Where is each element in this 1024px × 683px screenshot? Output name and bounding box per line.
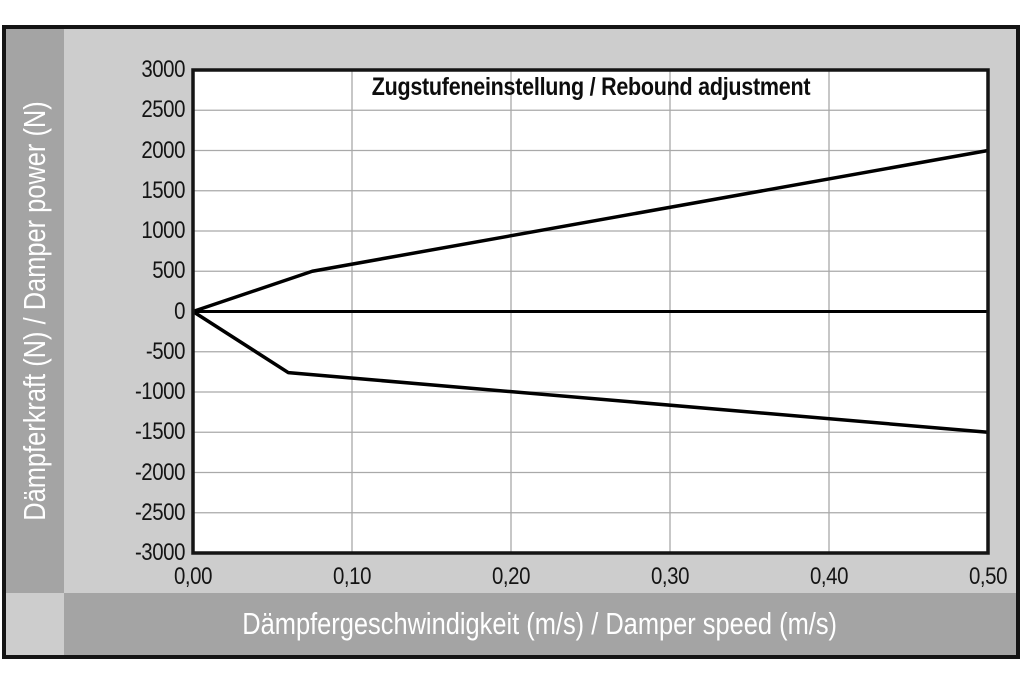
- y-tick-label: 3000: [141, 56, 185, 83]
- y-tick-label: -2000: [134, 458, 185, 486]
- y-tick-label: -1000: [134, 378, 185, 405]
- damper-force-line-chart: [191, 68, 990, 555]
- y-tick-label: 2000: [141, 136, 185, 164]
- y-tick-label: 1000: [141, 217, 185, 244]
- chart-frame-inner: Dämpferkraft (N) / Damper power (N) Dämp…: [6, 29, 1016, 655]
- x-axis-title: Dämpfergeschwindigkeit (m/s) / Damper sp…: [242, 606, 838, 641]
- rebound-compression-curve-lower: [192, 310, 989, 434]
- y-tick-label: -3000: [134, 539, 185, 566]
- y-tick-label: -500: [145, 337, 186, 365]
- y-tick-label: -1500: [134, 418, 185, 446]
- y-tick-label: 2500: [141, 96, 185, 124]
- y-axis-title-bar: Dämpferkraft (N) / Damper power (N): [6, 29, 64, 593]
- x-tick-label: 0,40: [809, 563, 849, 590]
- x-tick-label: 0,00: [173, 563, 213, 590]
- y-tick-label: 500: [152, 257, 185, 285]
- y-tick-label: 0: [174, 297, 185, 325]
- plot-border: [191, 68, 990, 555]
- x-tick-label: 0,20: [491, 563, 531, 590]
- x-tick-label: 0,30: [650, 563, 690, 590]
- x-tick-label: 0,10: [332, 563, 372, 590]
- x-axis-title-bar: Dämpfergeschwindigkeit (m/s) / Damper sp…: [64, 593, 1016, 655]
- y-tick-label: -2500: [134, 498, 185, 526]
- y-tick-label: 1500: [141, 176, 185, 204]
- chart-frame: Dämpferkraft (N) / Damper power (N) Dämp…: [2, 25, 1020, 659]
- x-tick-label: 0,50: [968, 563, 1008, 590]
- rebound-extension-curve-upper: [192, 148, 989, 314]
